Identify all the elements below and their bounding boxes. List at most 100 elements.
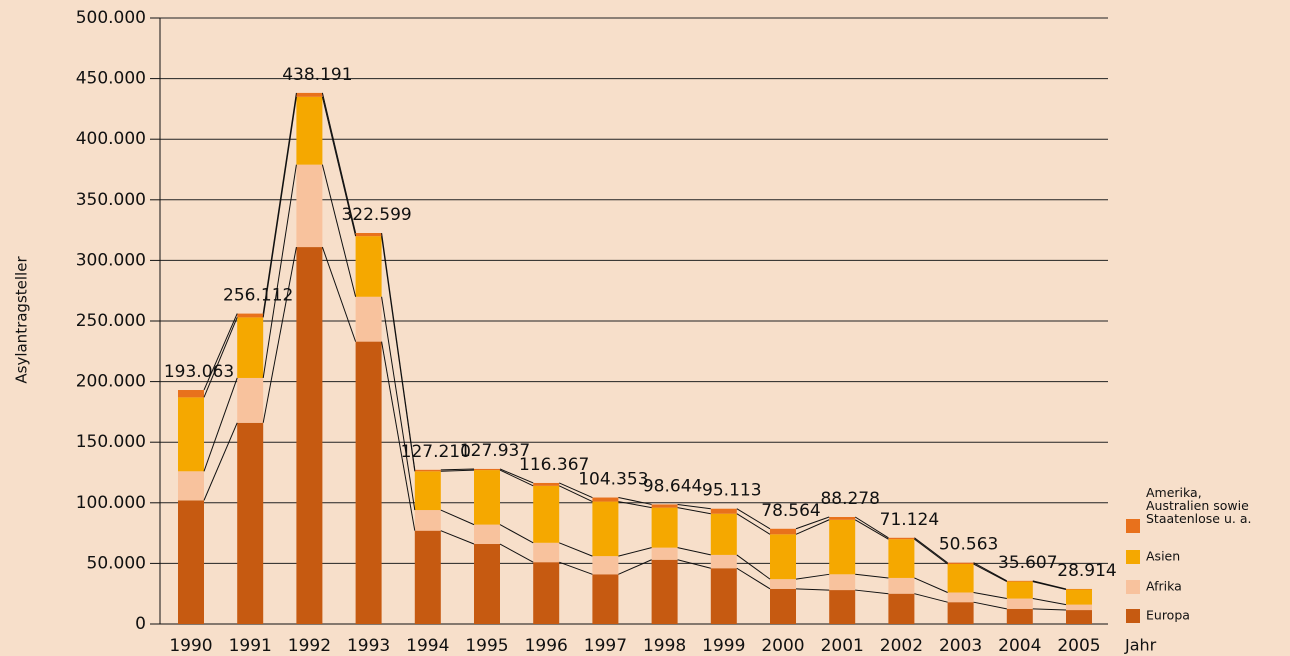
bar-segment [947, 564, 974, 593]
bar-segment [710, 508, 737, 514]
legend-label: Asien [1146, 549, 1180, 564]
x-tick-label: 1998 [643, 636, 686, 656]
connector-line [499, 524, 534, 544]
data-label: 98.644 [643, 476, 702, 496]
bar-segment [888, 577, 915, 594]
legend-label: Afrika [1146, 579, 1182, 594]
connector-line [795, 516, 830, 530]
connector-line [262, 92, 297, 314]
connector-line [381, 341, 416, 531]
connector-line [677, 547, 711, 556]
connector-line [677, 559, 711, 569]
y-tick-label: 400.000 [76, 129, 146, 149]
x-tick-label: 1997 [584, 636, 627, 656]
x-axis-label: Jahr [1124, 636, 1157, 655]
bar-segment [770, 579, 796, 589]
bar-segment [533, 542, 560, 563]
connector-line [618, 547, 652, 557]
bar-segment [829, 590, 856, 624]
y-tick-label: 300.000 [76, 250, 146, 270]
y-tick-label: 350.000 [76, 190, 146, 210]
bar-segment [651, 547, 678, 560]
connector-line [559, 542, 593, 557]
connector-line [440, 469, 475, 472]
y-axis-label: Asylantragsteller [13, 256, 31, 384]
x-tick-label: 2001 [821, 636, 864, 656]
connector-line [1032, 598, 1067, 606]
y-tick-label: 450.000 [76, 69, 146, 89]
connector-line [914, 593, 948, 603]
connector-line [559, 561, 593, 575]
legend-label: Europa [1146, 608, 1190, 623]
connector-line [677, 507, 711, 515]
bar-segment [474, 468, 500, 471]
connector-line [914, 537, 948, 564]
bar-segment [888, 593, 915, 624]
connector-line [203, 313, 238, 391]
connector-line [855, 589, 889, 595]
connector-line [973, 591, 1007, 600]
bar-segment [178, 390, 204, 398]
bar-segment [296, 164, 323, 248]
y-tick-label: 0 [135, 614, 146, 634]
bar-segment [355, 341, 382, 624]
bar-segment [414, 530, 441, 624]
bar-segment [533, 562, 560, 624]
bar-segment [237, 422, 264, 624]
bar-segment [237, 377, 264, 423]
bar-segment [1006, 608, 1033, 624]
legend-swatch [1126, 550, 1140, 564]
data-label: 50.563 [939, 535, 998, 555]
connector-line [855, 573, 889, 579]
bar-segment [770, 534, 796, 580]
connector-line [499, 543, 534, 563]
connector-line [854, 516, 889, 539]
bar-segment [237, 317, 264, 378]
bar-segment [1006, 581, 1033, 599]
connector-line [854, 519, 889, 540]
connector-line [203, 422, 238, 501]
bar-segment [770, 588, 796, 624]
bar-segment [829, 517, 856, 520]
data-label: 256.112 [223, 286, 293, 306]
x-tick-label: 1996 [525, 636, 568, 656]
data-label: 78.564 [761, 501, 820, 521]
bar-segment [710, 513, 737, 555]
legend-swatch [1126, 519, 1140, 533]
connector-line [677, 503, 711, 510]
bar-segment [829, 574, 856, 591]
connector-line [381, 232, 416, 470]
bar-segment [533, 485, 560, 543]
connector-line [973, 562, 1008, 582]
x-tick-label: 1999 [702, 636, 745, 656]
connector-line [321, 92, 357, 234]
connector-line [203, 317, 238, 398]
connector-line [795, 519, 830, 535]
y-tick-label: 500.000 [76, 8, 146, 28]
x-tick-label: 2005 [1057, 636, 1100, 656]
connector-line [440, 468, 475, 471]
y-tick-label: 200.000 [76, 372, 146, 392]
data-label: 127.210 [401, 442, 471, 462]
bar-segment [355, 236, 382, 297]
x-tick-label: 1994 [406, 636, 449, 656]
connector-line [1032, 581, 1067, 590]
data-label: 95.113 [702, 481, 761, 501]
y-tick-label: 250.000 [76, 311, 146, 331]
bar-segment [888, 539, 915, 578]
bar-segment [355, 296, 382, 342]
bar-segment [414, 469, 441, 472]
bar-segment [1006, 580, 1033, 582]
connector-line [973, 601, 1007, 610]
bar-segment [296, 96, 323, 165]
bar-segment [710, 568, 737, 624]
bar-segment [474, 470, 500, 525]
connector-line [558, 485, 593, 503]
legend-swatch [1126, 580, 1140, 594]
legend-label: Amerika, Australien sowie Staatenlose u.… [1146, 485, 1252, 526]
connector-line [440, 530, 475, 545]
data-label: 35.607 [998, 553, 1057, 573]
x-tick-label: 2002 [880, 636, 923, 656]
